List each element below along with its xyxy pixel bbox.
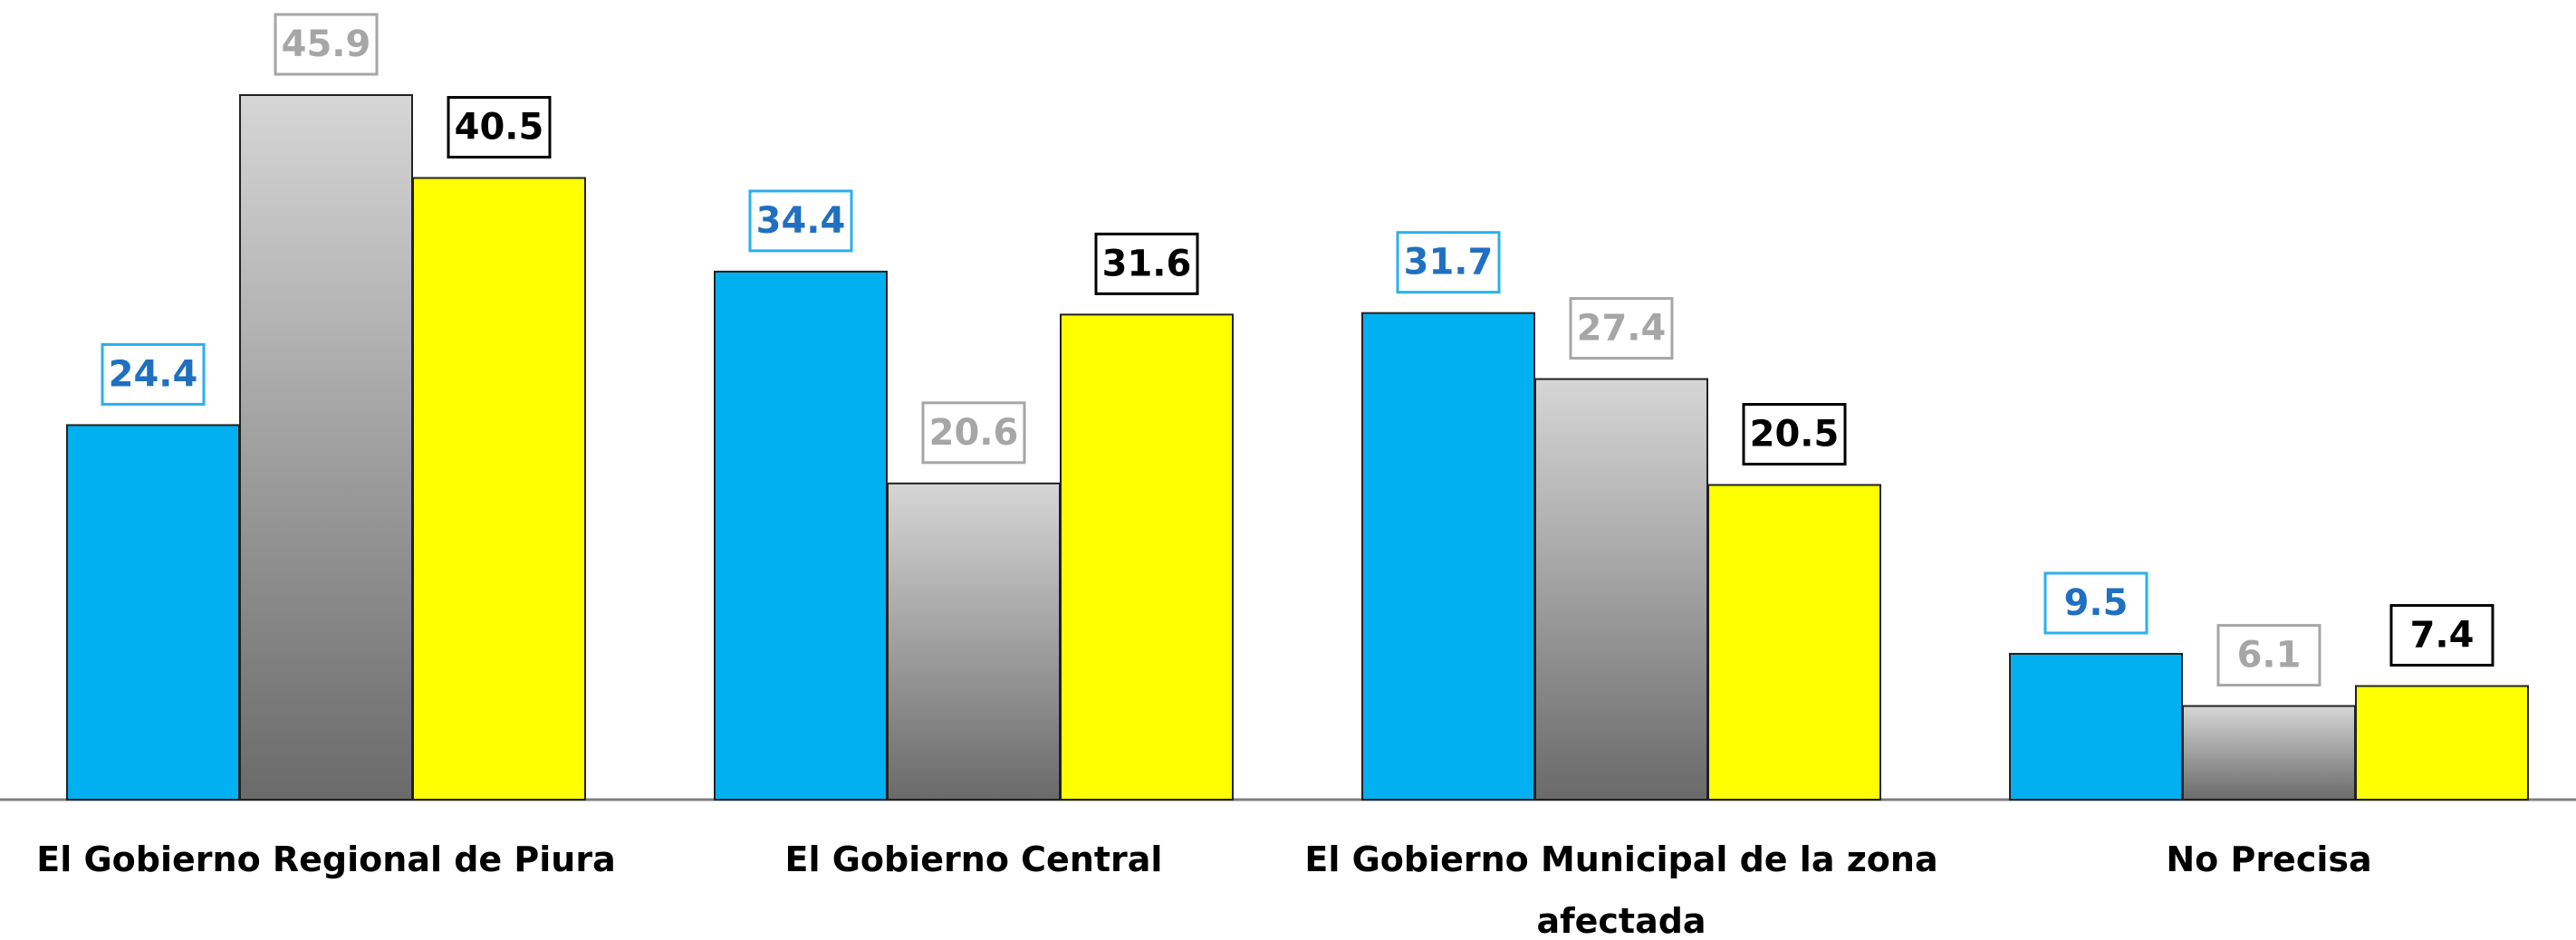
value-label-box — [2389, 604, 2494, 667]
value-label-box — [101, 342, 206, 406]
value-label-box — [2043, 571, 2148, 635]
bar — [1707, 484, 1881, 801]
bar — [66, 424, 240, 801]
bar — [412, 177, 586, 801]
value-label-box — [274, 13, 379, 76]
series: 40.5 31.6 20.5 7.4 — [412, 96, 2529, 801]
x-tick-label: No Precisa — [2166, 839, 2372, 879]
bar — [2009, 652, 2183, 801]
value-label-box — [1396, 231, 1501, 294]
value-label-box — [447, 96, 552, 159]
x-tick-label: El Gobierno Municipal de la zona afectad… — [1304, 839, 1938, 940]
value-label: 34.4 — [756, 200, 846, 242]
x-tick-label: El Gobierno Regional de Piura — [36, 839, 616, 879]
value-label: 6.1 — [2237, 635, 2302, 676]
bar — [714, 270, 888, 801]
value-label: 20.6 — [929, 412, 1019, 454]
value-label: 7.4 — [2410, 615, 2475, 657]
value-label: 27.4 — [1577, 308, 1667, 350]
value-label: 9.5 — [2064, 582, 2129, 624]
value-label-box — [1569, 297, 1674, 360]
bar — [1534, 378, 1708, 801]
x-tick-label: El Gobierno Central — [784, 839, 1163, 879]
value-label: 40.5 — [455, 107, 544, 149]
bar — [239, 93, 413, 801]
value-label-box — [1094, 232, 1199, 295]
value-label: 24.4 — [109, 353, 198, 395]
bar — [1361, 312, 1535, 801]
bar — [2355, 685, 2529, 801]
value-label: 31.7 — [1404, 242, 1494, 283]
series: 24.4 34.4 31.7 9.5 — [66, 189, 2183, 801]
value-label-box — [1742, 403, 1847, 466]
value-label-box — [2216, 624, 2321, 687]
bar — [887, 482, 1061, 801]
value-label: 45.9 — [282, 24, 371, 65]
value-label: 31.6 — [1102, 243, 1192, 284]
bar — [2182, 705, 2356, 801]
value-label-box — [748, 189, 853, 253]
value-label-box — [921, 401, 1026, 465]
value-label: 20.5 — [1750, 414, 1840, 456]
bar — [1060, 313, 1234, 801]
